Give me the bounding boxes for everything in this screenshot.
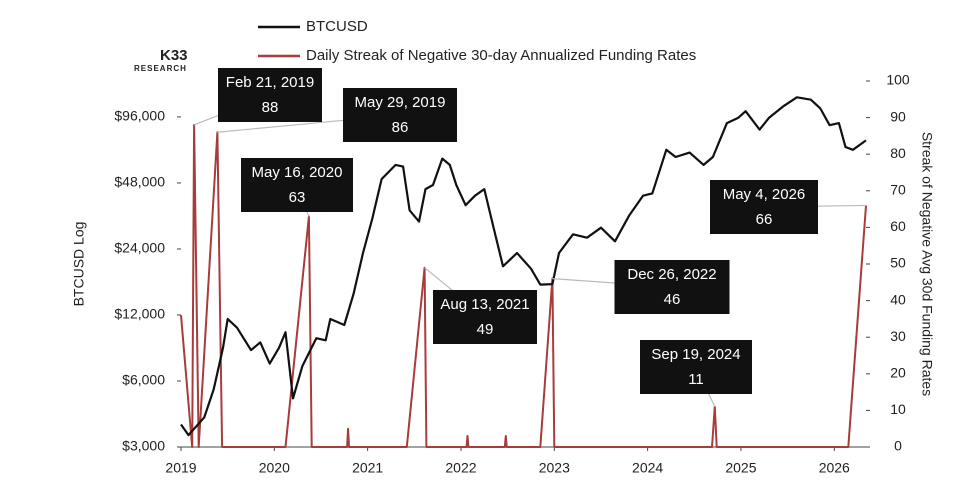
annotation-value: 49 [477, 321, 494, 338]
y-tick-label: $24,000 [114, 240, 165, 256]
y-tick-label: $12,000 [114, 306, 165, 322]
y2-tick-label: 30 [890, 328, 906, 344]
y2-tick-label: 80 [890, 145, 906, 161]
annotation: Aug 13, 2021 49 [433, 290, 537, 344]
y2-tick-label: 20 [890, 365, 906, 381]
annotation-value: 11 [688, 371, 704, 388]
annotation-label: May 29, 2019 [355, 94, 446, 111]
annotation-label: Dec 26, 2022 [627, 266, 716, 283]
y2-axis-label: Streak of Negative Avg 30d Funding Rates [919, 132, 935, 396]
annotation-box [640, 340, 752, 394]
series-line [180, 96, 867, 437]
annotation: Dec 26, 2022 46 [614, 260, 730, 314]
logo-sub: RESEARCH [134, 64, 187, 73]
x-tick-label: 2022 [445, 460, 476, 476]
annotation-value: 86 [392, 119, 409, 136]
x-tick-label: 2026 [819, 460, 850, 476]
annotation: Sep 19, 2024 11 [640, 340, 752, 394]
x-tick-label: 2021 [352, 460, 383, 476]
y-axis-label: BTCUSD Log [71, 222, 87, 307]
annotation-value: 46 [664, 291, 681, 308]
annotation-box [433, 290, 537, 344]
annotation-value: 88 [262, 99, 279, 116]
x-tick-label: 2024 [632, 460, 663, 476]
annotation-label: Aug 13, 2021 [440, 296, 529, 313]
annotation-value: 66 [756, 211, 773, 228]
y2-tick-label: 70 [890, 182, 906, 198]
annotation-label: May 16, 2020 [252, 164, 343, 181]
y2-tick-label: 60 [890, 218, 906, 234]
annotation-box [241, 158, 353, 212]
annotation: May 16, 2020 63 [241, 158, 353, 212]
y2-tick-label: 40 [890, 291, 906, 307]
y2-tick-label: 90 [890, 108, 906, 124]
annotation: May 4, 2026 66 [710, 180, 818, 234]
y2-tick-label: 100 [886, 72, 910, 88]
annotation-label: Sep 19, 2024 [651, 346, 740, 363]
y-tick-label: $48,000 [114, 174, 165, 190]
annotation-label: Feb 21, 2019 [226, 74, 314, 91]
x-tick-label: 2020 [259, 460, 290, 476]
x-tick-label: 2023 [539, 460, 570, 476]
logo: K33 [160, 47, 188, 64]
annotation-label: May 4, 2026 [723, 186, 806, 203]
legend-label: BTCUSD [306, 18, 368, 35]
annotation-box [614, 260, 730, 314]
y-tick-label: $6,000 [122, 372, 165, 388]
y-tick-label: $96,000 [114, 108, 165, 124]
annotation-box [218, 68, 322, 122]
series-line [180, 123, 867, 448]
annotation: May 29, 2019 86 [343, 88, 457, 142]
y-tick-label: $3,000 [122, 438, 165, 454]
legend-label: Daily Streak of Negative 30-day Annualiz… [306, 47, 696, 64]
y2-tick-label: 50 [890, 255, 906, 271]
y2-tick-label: 0 [894, 438, 902, 454]
annotation-box [343, 88, 457, 142]
x-tick-label: 2019 [165, 460, 196, 476]
y2-tick-label: 10 [890, 401, 906, 417]
annotation-value: 63 [289, 189, 306, 206]
annotation: Feb 21, 2019 88 [218, 68, 322, 122]
x-tick-label: 2025 [725, 460, 756, 476]
annotation-box [710, 180, 818, 234]
